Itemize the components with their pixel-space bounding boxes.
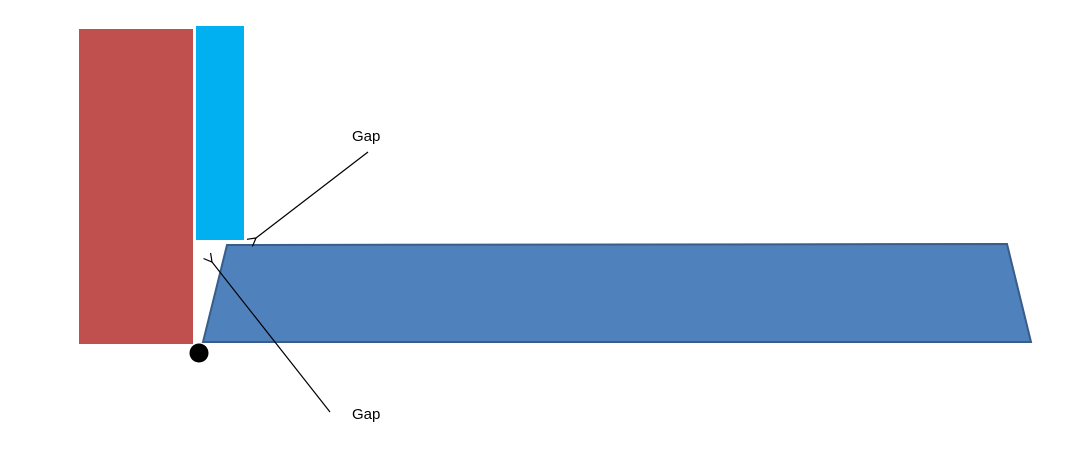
gap-arrow-bottom: [203, 252, 331, 413]
gap-label-top: Gap: [352, 128, 381, 145]
cyan-rectangle-shape: [196, 26, 244, 240]
gap-label-bottom: Gap: [352, 406, 381, 423]
trapezoid-platform-shape: [203, 244, 1031, 342]
trapezoid-platform-border: [201, 242, 1033, 343]
red-rectangle-shape: [79, 29, 193, 344]
gap-arrow-top: [246, 151, 369, 247]
pivot-point-circle: [189, 343, 209, 363]
